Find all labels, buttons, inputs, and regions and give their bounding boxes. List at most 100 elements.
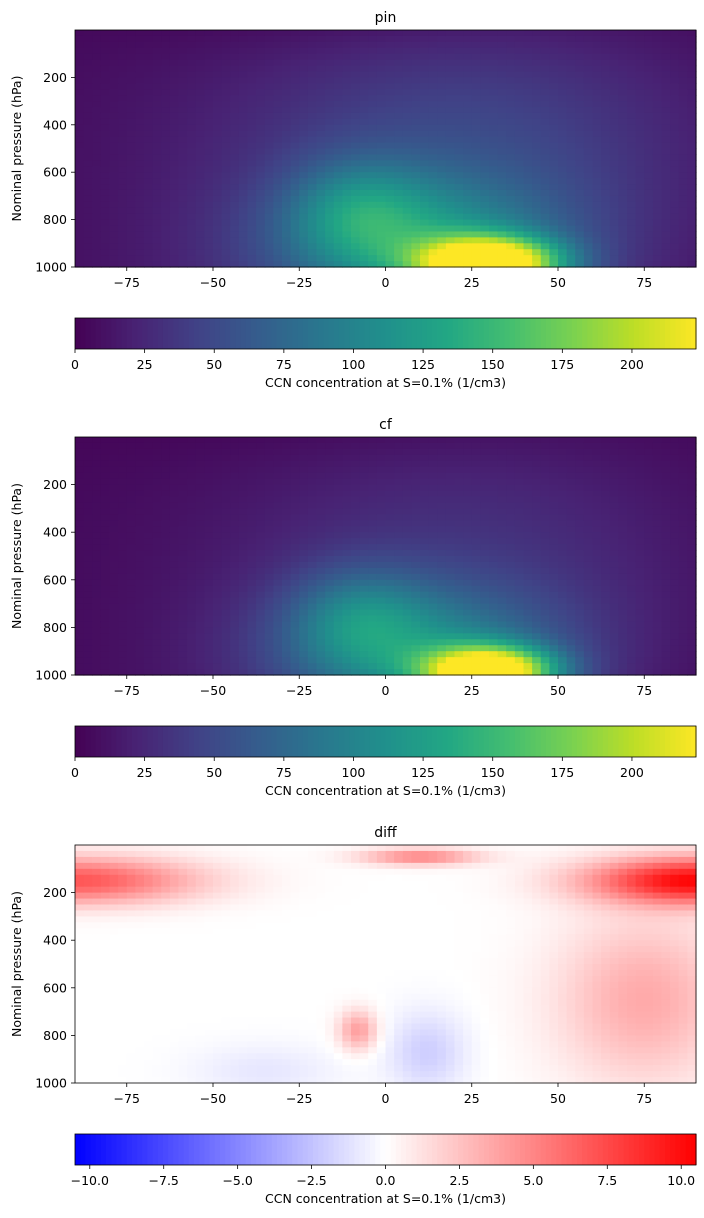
heatmap-cell [359,448,369,456]
heatmap-cell [213,663,223,670]
heatmap-cell [627,77,637,84]
heatmap-cell [273,172,283,179]
heatmap-cell [359,160,369,167]
heatmap-cell [445,526,456,533]
heatmap-cell [178,136,188,144]
heatmap-cell [428,77,438,84]
heatmap-cell [92,526,102,533]
heatmap-cell [92,112,102,120]
heatmap-cell [652,154,663,161]
heatmap-cell [532,213,542,221]
heatmap-cell [264,442,274,450]
heatmap-cell [618,130,628,138]
heatmap-cell [256,112,266,120]
heatmap-cell [514,89,525,96]
heatmap-cell [161,526,171,533]
heatmap-cell [437,112,447,120]
heatmap-cell [471,148,481,156]
heatmap-cell [109,448,119,456]
heatmap-cell [333,243,343,250]
heatmap-cell [601,213,611,221]
heatmap-cell [420,30,430,37]
heatmap-cell [420,166,430,173]
heatmap-cell [213,538,223,545]
heatmap-cell [437,520,447,527]
heatmap-cell [238,651,249,658]
heatmap-cell [575,30,585,37]
heatmap-cell [152,633,162,640]
heatmap-cell [333,621,343,628]
heatmap-cell [333,47,343,55]
heatmap-cell [480,472,490,480]
heatmap-cell [161,77,171,84]
heatmap-cell [359,478,369,486]
heatmap-cell [437,603,447,611]
heatmap-cell [256,107,266,114]
heatmap-cell [118,466,128,474]
heatmap-cell [273,645,283,652]
heatmap-cell [549,148,559,156]
heatmap-cell [126,567,136,575]
heatmap-cell [264,41,274,49]
heatmap-cell [471,669,481,676]
heatmap-cell [609,160,619,167]
heatmap-cell [273,448,283,456]
heatmap-cell [394,621,404,628]
heatmap-cell [566,112,576,120]
heatmap-cell [169,472,180,480]
heatmap-cell [135,454,145,462]
heatmap-cell [385,520,395,527]
heatmap-cell [221,532,231,539]
heatmap-cell [445,460,456,468]
heatmap-cell [351,437,361,444]
heatmap-cell [497,65,507,73]
heatmap-cell [652,71,663,78]
heatmap-cell [635,231,645,238]
heatmap-cell [359,633,369,640]
heatmap-cell [195,442,205,450]
heatmap-cell [230,207,240,215]
heatmap-cell [92,472,102,480]
heatmap-cell [118,663,128,670]
heatmap-cell [264,609,274,617]
heatmap-cell [256,561,266,569]
heatmap-cell [152,201,162,209]
colorbar-segment [266,318,273,349]
heatmap-cell [497,118,507,126]
heatmap-cell [471,556,481,563]
heatmap-cell [368,454,378,462]
heatmap-cell [169,41,180,49]
heatmap-cell [497,53,507,61]
heatmap-cell [100,107,111,114]
heatmap-cell [575,201,585,209]
heatmap-cell [290,35,300,43]
heatmap-cell [670,249,680,256]
heatmap-cell [238,195,249,203]
heatmap-cell [428,627,438,634]
heatmap-cell [471,520,481,527]
heatmap-cell [592,107,602,114]
heatmap-cell [195,645,205,652]
heatmap-cell [290,597,300,605]
heatmap-cell [264,172,274,179]
heatmap-cell [325,160,335,167]
heatmap-cell [118,645,128,652]
heatmap-cell [109,189,119,197]
heatmap-cell [238,249,249,256]
heatmap-cell [463,41,473,49]
heatmap-cell [359,556,369,563]
heatmap-cell [75,514,85,521]
heatmap-cell [558,148,568,156]
heatmap-cell [109,243,119,250]
heatmap-cell [558,184,568,191]
heatmap-cell [325,65,335,73]
heatmap-cell [213,484,223,492]
heatmap-cell [394,53,404,61]
heatmap-cell [75,195,85,203]
heatmap-cell [92,101,102,108]
heatmap-cell [204,124,214,132]
heatmap-cell [480,615,490,623]
heatmap-cell [411,65,421,73]
heatmap-cell [118,526,128,533]
